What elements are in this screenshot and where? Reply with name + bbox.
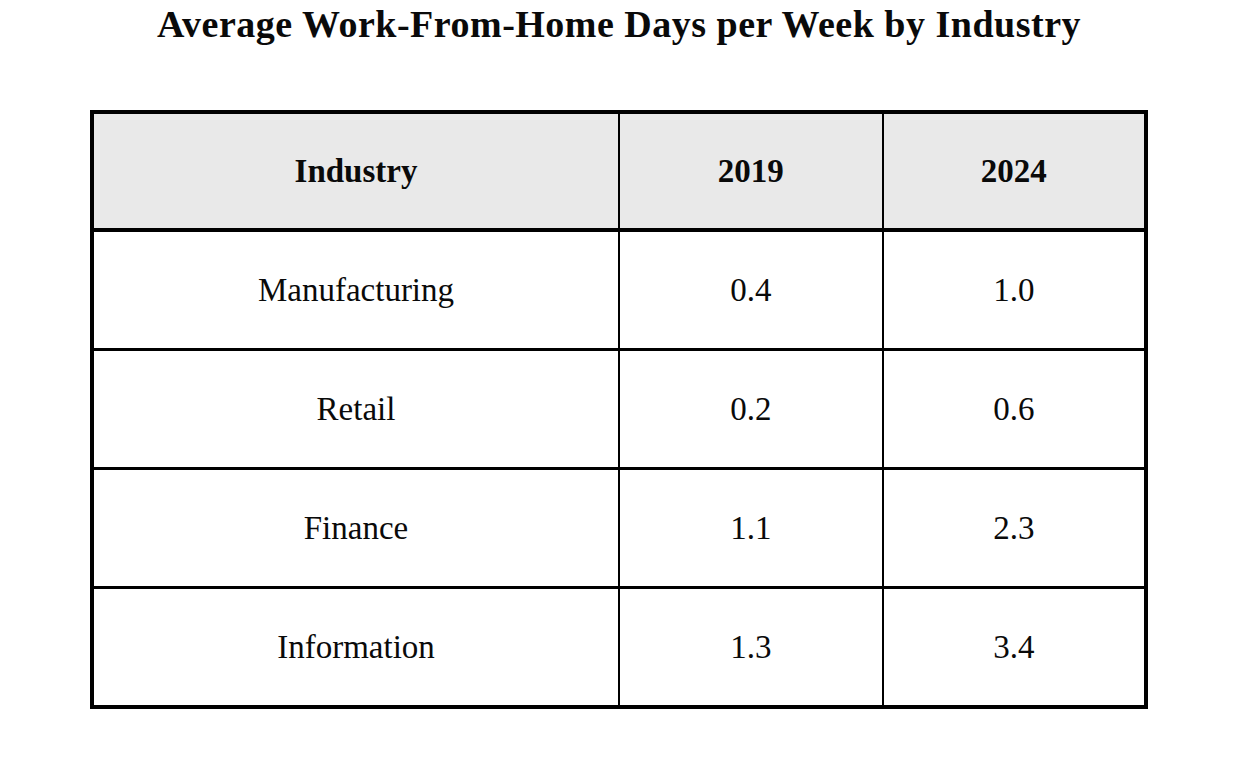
industry-cell: Finance [92,469,619,588]
industry-cell: Information [92,588,619,708]
page: Average Work-From-Home Days per Week by … [0,0,1250,768]
table-row: Finance 1.1 2.3 [92,469,1146,588]
table-row: Information 1.3 3.4 [92,588,1146,708]
column-header-industry: Industry [92,112,619,230]
value-cell-2024: 1.0 [883,230,1147,350]
table-header-row: Industry 2019 2024 [92,112,1146,230]
column-header-2024: 2024 [883,112,1147,230]
table-row: Manufacturing 0.4 1.0 [92,230,1146,350]
value-cell-2024: 2.3 [883,469,1147,588]
wfh-data-table: Industry 2019 2024 Manufacturing 0.4 1.0… [90,110,1148,709]
value-cell-2019: 1.1 [619,469,883,588]
value-cell-2024: 3.4 [883,588,1147,708]
value-cell-2019: 1.3 [619,588,883,708]
value-cell-2019: 0.4 [619,230,883,350]
industry-cell: Manufacturing [92,230,619,350]
table-row: Retail 0.2 0.6 [92,350,1146,469]
column-header-2019: 2019 [619,112,883,230]
page-title: Average Work-From-Home Days per Week by … [90,2,1148,46]
industry-cell: Retail [92,350,619,469]
value-cell-2024: 0.6 [883,350,1147,469]
value-cell-2019: 0.2 [619,350,883,469]
